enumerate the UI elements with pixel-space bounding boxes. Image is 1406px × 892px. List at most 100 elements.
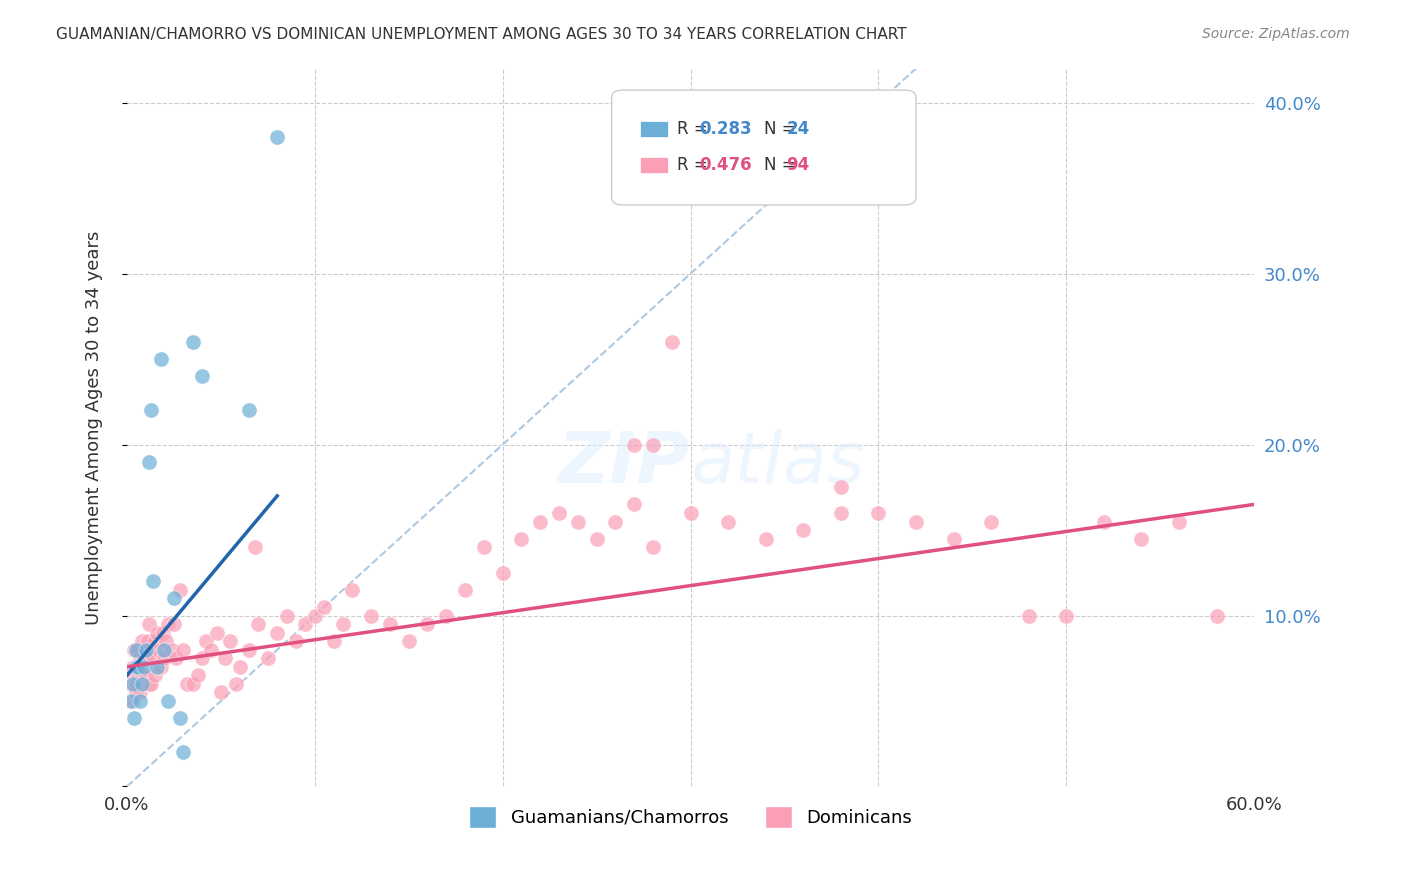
Point xyxy=(454,582,477,597)
Point xyxy=(238,403,260,417)
Point xyxy=(830,480,852,494)
Point xyxy=(176,677,198,691)
Point xyxy=(149,352,172,367)
Point xyxy=(143,668,166,682)
Text: R =: R = xyxy=(676,156,713,174)
Point xyxy=(143,634,166,648)
Point xyxy=(187,668,209,682)
Point xyxy=(191,369,214,384)
Point xyxy=(157,694,180,708)
Point xyxy=(127,642,149,657)
Point xyxy=(830,506,852,520)
Point xyxy=(169,582,191,597)
Point xyxy=(266,129,288,144)
Point xyxy=(146,625,169,640)
Point xyxy=(131,668,153,682)
Bar xyxy=(640,121,668,136)
Point xyxy=(378,617,401,632)
Point xyxy=(135,668,157,682)
Point xyxy=(138,455,160,469)
Point xyxy=(1205,608,1227,623)
Point xyxy=(132,660,155,674)
Text: 0.476: 0.476 xyxy=(700,156,752,174)
Point xyxy=(225,677,247,691)
Point xyxy=(142,574,165,589)
Point xyxy=(135,642,157,657)
Point xyxy=(792,523,814,537)
Point xyxy=(172,642,194,657)
Point xyxy=(152,625,174,640)
Point xyxy=(360,608,382,623)
Point xyxy=(157,617,180,632)
Point xyxy=(129,694,152,708)
Point xyxy=(121,660,143,674)
Point xyxy=(294,617,316,632)
Point xyxy=(149,660,172,674)
FancyBboxPatch shape xyxy=(612,90,915,205)
Point xyxy=(131,677,153,691)
Point xyxy=(942,532,965,546)
Point xyxy=(205,625,228,640)
Point xyxy=(124,642,146,657)
Text: GUAMANIAN/CHAMORRO VS DOMINICAN UNEMPLOYMENT AMONG AGES 30 TO 34 YEARS CORRELATI: GUAMANIAN/CHAMORRO VS DOMINICAN UNEMPLOY… xyxy=(56,27,907,42)
Point xyxy=(136,634,159,648)
Point xyxy=(148,642,170,657)
Point xyxy=(304,608,326,623)
Point xyxy=(124,668,146,682)
Point xyxy=(219,634,242,648)
Point xyxy=(434,608,457,623)
Point xyxy=(510,532,533,546)
Point xyxy=(120,677,142,691)
Point xyxy=(191,651,214,665)
Point xyxy=(129,651,152,665)
Point xyxy=(135,642,157,657)
Point xyxy=(121,694,143,708)
Text: ZIP: ZIP xyxy=(558,429,690,498)
Point xyxy=(1092,515,1115,529)
Point xyxy=(165,651,187,665)
Point xyxy=(472,540,495,554)
Point xyxy=(125,685,148,699)
Point xyxy=(200,642,222,657)
Point xyxy=(717,515,740,529)
Point xyxy=(623,497,645,511)
Point xyxy=(256,651,278,665)
Point xyxy=(127,660,149,674)
Point xyxy=(141,677,163,691)
Point xyxy=(125,677,148,691)
Text: 94: 94 xyxy=(786,156,810,174)
Point xyxy=(169,711,191,725)
Text: Source: ZipAtlas.com: Source: ZipAtlas.com xyxy=(1202,27,1350,41)
Point xyxy=(491,566,513,580)
Point xyxy=(155,634,177,648)
Point xyxy=(127,668,149,682)
Point xyxy=(285,634,308,648)
Point xyxy=(641,437,664,451)
Point xyxy=(243,540,266,554)
Point xyxy=(181,334,204,349)
Point xyxy=(125,660,148,674)
Point xyxy=(332,617,354,632)
Point xyxy=(1168,515,1191,529)
Legend: Guamanians/Chamorros, Dominicans: Guamanians/Chamorros, Dominicans xyxy=(463,798,920,835)
Point xyxy=(125,660,148,674)
Point xyxy=(172,745,194,759)
Point xyxy=(679,506,702,520)
Point xyxy=(548,506,571,520)
Point xyxy=(136,651,159,665)
Point xyxy=(342,582,364,597)
Point xyxy=(322,634,344,648)
Point xyxy=(181,677,204,691)
Point xyxy=(623,437,645,451)
Text: R =: R = xyxy=(676,120,713,138)
Point xyxy=(238,642,260,657)
Point xyxy=(641,540,664,554)
Point xyxy=(194,634,217,648)
Text: atlas: atlas xyxy=(690,429,865,498)
Point xyxy=(129,685,152,699)
Point xyxy=(755,532,778,546)
Point xyxy=(214,651,236,665)
Point xyxy=(146,660,169,674)
Point xyxy=(163,591,186,606)
Point xyxy=(416,617,439,632)
